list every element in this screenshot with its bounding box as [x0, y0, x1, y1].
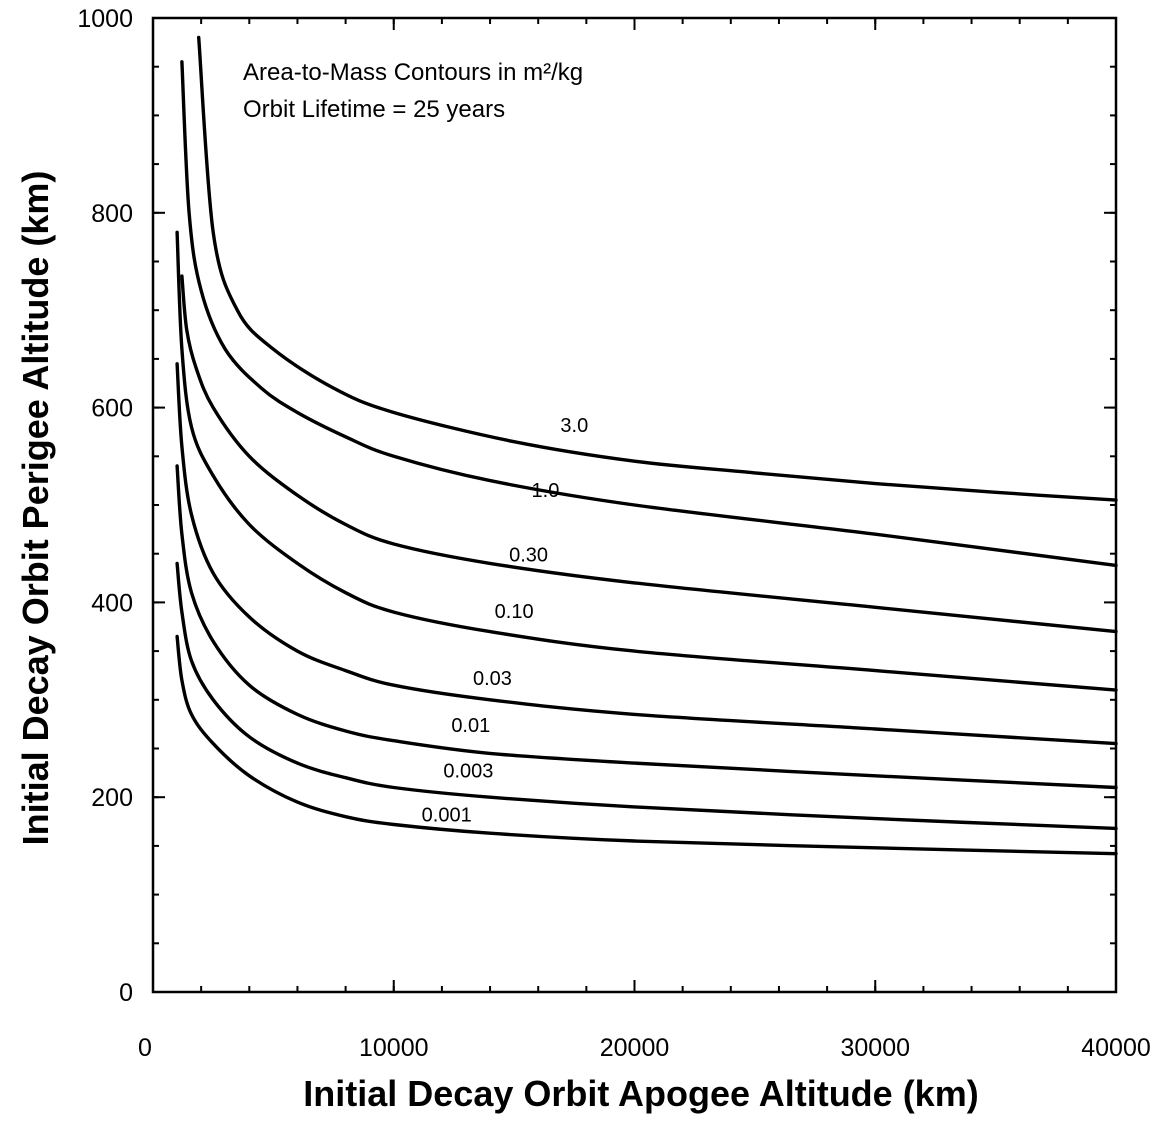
- series-label-0.01: 0.01: [451, 715, 490, 737]
- y-tick-label: 0: [119, 979, 133, 1007]
- series-line-0.30: [180, 274, 1118, 634]
- series-layer: 3.0 1.0 0.30 0.10 0.03 0.01 0.003 0.001: [175, 35, 1118, 856]
- series-label-3.0: 3.0: [560, 415, 588, 437]
- x-tick-label: 20000: [600, 1034, 670, 1062]
- x-tick-label: 10000: [359, 1034, 429, 1062]
- series-line-0.10: [175, 230, 1118, 692]
- series-line-3.0: [197, 35, 1118, 502]
- series-label-0.003: 0.003: [443, 761, 493, 783]
- x-tick-label: 0: [138, 1034, 152, 1062]
- series-label-0.001: 0.001: [422, 805, 472, 827]
- series-label-0.03: 0.03: [473, 668, 512, 690]
- x-axis-ticks: 0 10000 20000 30000 40000: [138, 18, 1151, 1062]
- series-label-0.10: 0.10: [495, 601, 534, 623]
- x-tick-label: 40000: [1081, 1034, 1151, 1062]
- y-axis-ticks: 0 200 400 600 800 1000: [77, 5, 1116, 1007]
- y-tick-label: 600: [91, 395, 133, 423]
- y-tick-label: 800: [91, 200, 133, 228]
- series-line-1.0: [180, 60, 1118, 568]
- series-label-0.30: 0.30: [509, 544, 548, 566]
- annotation-contours: Area-to-Mass Contours in m²/kg: [243, 59, 583, 86]
- series-line-0.01: [175, 464, 1118, 790]
- annotation-lifetime: Orbit Lifetime = 25 years: [243, 96, 505, 123]
- y-tick-label: 400: [91, 589, 133, 617]
- y-tick-label: 1000: [77, 5, 133, 33]
- y-tick-label: 200: [91, 784, 133, 812]
- series-label-1.0: 1.0: [532, 480, 560, 502]
- series-line-0.003: [175, 561, 1118, 831]
- y-axis-title: Initial Decay Orbit Perigee Altitude (km…: [15, 171, 56, 846]
- series-line-0.03: [175, 362, 1118, 746]
- x-tick-label: 30000: [840, 1034, 910, 1062]
- series-line-0.001: [175, 634, 1118, 856]
- x-axis-title: Initial Decay Orbit Apogee Altitude (km): [303, 1073, 978, 1114]
